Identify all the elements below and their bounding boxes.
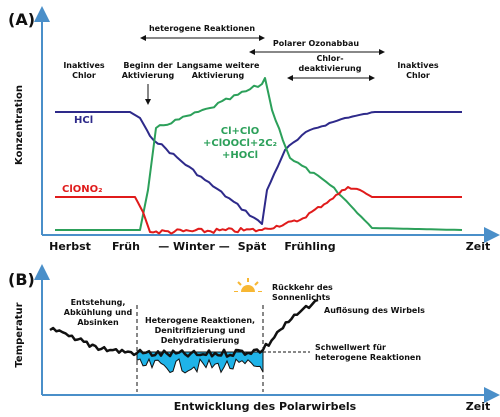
label: Abkühlung und: [64, 308, 133, 317]
label: Dehydratisierung: [161, 336, 240, 345]
series-label: Cl+ClO: [221, 126, 259, 137]
label: Beginn der: [123, 61, 172, 70]
label: deaktivierung: [299, 64, 362, 73]
label: Polarer Ozonabbau: [273, 39, 360, 48]
label: Heterogene Reaktionen,: [145, 316, 255, 325]
axis-label: Temperatur: [14, 302, 25, 367]
clono2-curve: [55, 186, 462, 235]
axis-label: Entwicklung des Polarwirbels: [174, 400, 357, 413]
x-label: Früh: [112, 240, 140, 253]
label: Inaktives: [63, 61, 105, 70]
series-label: +ClOOCl+2C₂: [203, 138, 277, 149]
hcl-curve: [55, 111, 462, 225]
temperature-curve: [49, 298, 319, 358]
label: Entstehung,: [71, 298, 126, 307]
x-label: Zeit: [466, 240, 490, 253]
label: Chlor: [72, 71, 96, 80]
panel-label: (A): [8, 10, 35, 29]
label: Chlor-: [316, 54, 343, 63]
sun-icon: [232, 278, 264, 300]
x-label: Herbst: [49, 240, 91, 253]
label: Aktivierung: [122, 71, 175, 80]
label: Aktivierung: [192, 71, 245, 80]
label: Sonnenlichts: [272, 293, 331, 302]
label: Chlor: [406, 71, 430, 80]
cold-region: [136, 351, 264, 374]
label: heterogene Reaktionen: [315, 353, 421, 362]
label: Rückkehr des: [272, 283, 333, 292]
series-label: ClONO₂: [62, 184, 103, 195]
label: Absinken: [77, 318, 119, 327]
x-label: Spät: [238, 240, 266, 253]
axis-label: Konzentration: [14, 85, 25, 165]
label: Langsame weitere: [177, 61, 260, 70]
axis-label: Zeit: [466, 400, 490, 413]
label: Schwellwert für: [315, 343, 386, 352]
x-label: Frühling: [284, 240, 335, 253]
label: heterogene Reaktionen: [149, 24, 255, 33]
label: Auflösung des Wirbels: [324, 306, 425, 315]
clox-curve: [55, 77, 463, 231]
series-label: HCl: [74, 115, 93, 126]
label: Denitrifizierung und: [155, 326, 246, 335]
panel-label: (B): [8, 270, 35, 289]
x-label: — Winter —: [158, 240, 230, 253]
curves: [49, 77, 463, 374]
label: Inaktives: [397, 61, 439, 70]
series-label: +HOCl: [222, 150, 258, 161]
